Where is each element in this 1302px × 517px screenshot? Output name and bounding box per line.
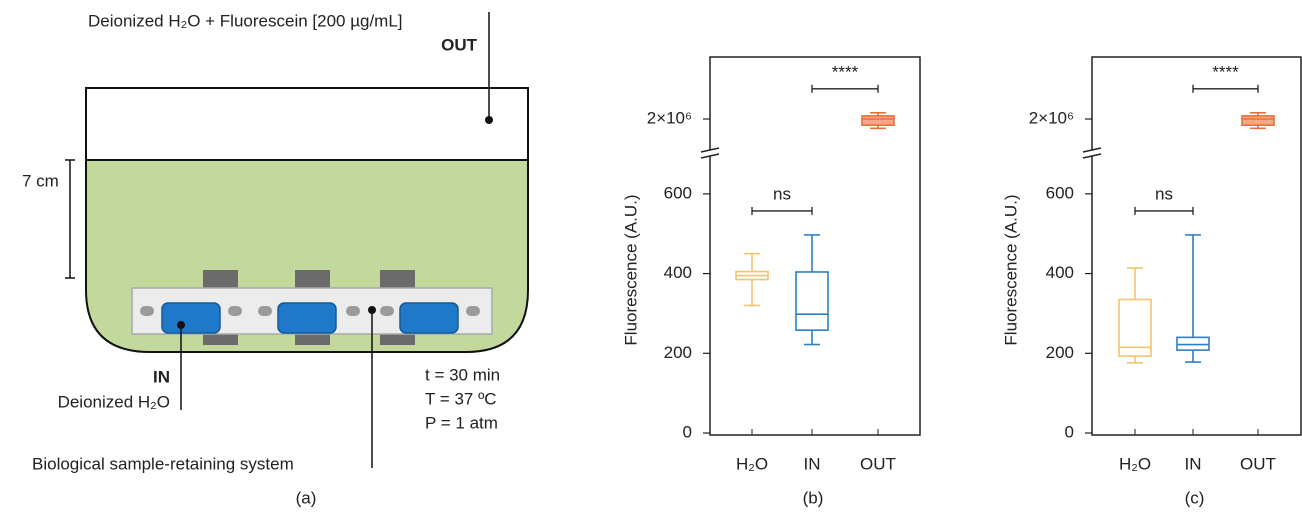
pill [258,306,272,316]
dot [368,306,376,314]
y-tick-label: 600 [1046,183,1074,202]
significance-label: ns [773,184,791,203]
dot [177,321,185,329]
box [1241,115,1275,127]
clip [295,270,330,288]
out-label: OUT [441,35,478,54]
y-tick-label: 400 [664,263,692,282]
panel-label: (c) [1185,488,1205,507]
plot-frame [1091,56,1302,436]
condition: T = 37 ºC [425,389,497,408]
clip [203,334,238,345]
clip [380,334,415,345]
x-tick-label: OUT [1240,454,1276,473]
system-label: Biological sample-retaining system [32,454,294,473]
axis-break-gap [1089,150,1095,156]
box [795,271,829,331]
condition: t = 30 min [425,365,500,384]
y-tick-label: 2×10⁶ [647,108,692,127]
pill [346,306,360,316]
pills [140,306,480,316]
wells [161,302,459,334]
well [161,302,221,334]
y-tick-label: 600 [664,183,692,202]
clip [295,334,330,345]
clips [203,270,415,345]
dot [485,116,493,124]
x-tick-label: IN [1185,454,1202,473]
plot-frame [709,56,921,436]
condition: P = 1 atm [425,413,498,432]
container-top [87,89,527,160]
axis-break [1082,147,1102,153]
panel-label: (a) [296,488,317,507]
axis-break [700,147,720,153]
axis-break-gap [707,150,713,156]
pill [466,306,480,316]
leaders [65,12,490,468]
y-tick-label: 400 [1046,263,1074,282]
pill [228,306,242,316]
y-axis-label: Fluorescence (A.U.) [621,194,640,345]
top-label: Deionized H₂O + Fluorescein [200 µg/mL] [88,11,403,30]
well [277,302,337,334]
y-tick-label: 0 [683,422,692,441]
in-label: IN [153,367,170,386]
y-tick-label: 0 [1065,422,1074,441]
significance-label: **** [1212,62,1239,81]
panel-label: (b) [803,488,824,507]
pill [140,306,154,316]
x-tick-label: OUT [860,454,896,473]
axis-break [1082,153,1102,159]
y-tick-label: 200 [664,343,692,362]
in-sublabel: Deionized H₂O [58,392,170,411]
well [399,302,459,334]
box [861,115,895,127]
clip [203,270,238,288]
x-tick-label: H₂O [1119,454,1151,473]
axis-break [700,153,720,159]
y-axis-label: Fluorescence (A.U.) [1001,194,1020,345]
depth-label: 7 cm [22,171,59,190]
pill [380,306,394,316]
x-tick-label: H₂O [736,454,768,473]
clip [380,270,415,288]
x-tick-label: IN [804,454,821,473]
significance-label: ns [1155,184,1173,203]
y-tick-label: 200 [1046,343,1074,362]
significance-label: **** [832,62,859,81]
diagram: Deionized H₂O + Fluorescein [200 µg/mL] … [22,11,529,507]
y-tick-label: 2×10⁶ [1029,108,1074,127]
